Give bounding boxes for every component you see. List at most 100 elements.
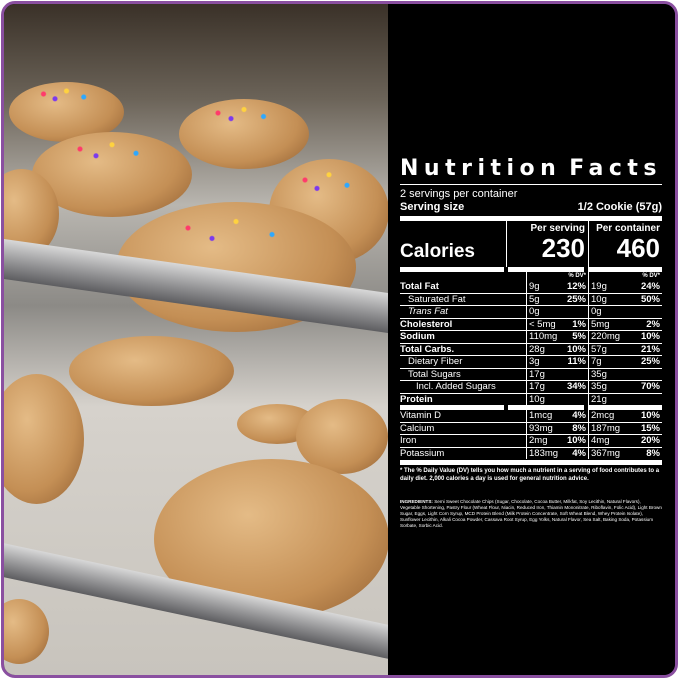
amount: 4mg [591, 435, 610, 446]
dv-footnote: * The % Daily Value (DV) tells you how m… [400, 468, 660, 482]
calories-per-container-value: 460 [616, 233, 660, 263]
dv-header: % DV* [526, 272, 588, 281]
per-serving-cell: 110mg 5% [526, 331, 588, 343]
per-serving-cell: < 5mg 1% [526, 318, 588, 330]
dv: 4% [572, 410, 586, 421]
amount: 28g [529, 343, 545, 355]
amount: 2mcg [591, 410, 615, 421]
nutrient-name: Cholesterol [400, 318, 453, 330]
nutrient-row: Sodium 110mg 5% 220mg 10% [400, 330, 662, 343]
amount: 93mg [529, 422, 553, 434]
per-container-cell: 0g [588, 306, 662, 318]
nutrient-row: Incl. Added Sugars 17g 34% 35g 70% [400, 380, 662, 393]
per-serving-cell: 93mg 8% [526, 422, 588, 434]
ingredients-text: Semi Sweet Chocolate Chips (Sugar, Choco… [400, 499, 662, 528]
cookies-photo [4, 4, 388, 675]
dv: 1% [572, 318, 586, 330]
per-serving-cell: 28g 10% [526, 343, 588, 355]
dv: 34% [566, 381, 586, 392]
nutrient-row: Trans Fat 0g 0g [400, 305, 662, 318]
per-serving-cell: 183mg 4% [526, 447, 588, 459]
calories-per-container: Per container 460 [588, 221, 662, 267]
amount: 17g [529, 381, 545, 392]
dv: 24% [640, 281, 660, 292]
per-serving-header: Per serving [530, 223, 585, 234]
dv: 10% [640, 331, 660, 342]
nutrient-name: Total Carbs. [400, 343, 455, 355]
nutrient-name: Sodium [400, 331, 435, 342]
dv: 25% [566, 293, 586, 305]
dv: 8% [646, 447, 660, 459]
nutrient-name: Total Fat [400, 281, 439, 292]
per-serving-cell: 9g 12% [526, 281, 588, 293]
amount: 2mg [529, 435, 548, 446]
nutrient-name: Potassium [400, 447, 445, 459]
amount: 0g [529, 306, 540, 317]
dv: 5% [572, 331, 586, 342]
nutrient-name: Total Sugars [408, 368, 461, 380]
per-serving-cell: 2mg 10% [526, 435, 588, 447]
amount: 183mg [529, 447, 559, 459]
per-serving-cell: 17g [526, 368, 588, 380]
per-container-cell: 2mcg 10% [588, 410, 662, 422]
per-container-cell: 21g [588, 393, 662, 405]
per-container-cell: 57g 21% [588, 343, 662, 355]
amount: 367mg [591, 447, 621, 459]
per-container-cell: 35g [588, 368, 662, 380]
calories-row: Calories Per serving 230 Per container 4… [400, 221, 662, 267]
per-container-header: Per container [596, 223, 660, 234]
dv: 25% [640, 356, 660, 367]
amount: 5mg [591, 318, 610, 330]
nutrient-name: Saturated Fat [408, 293, 466, 305]
dv-header: % DV* [588, 272, 662, 281]
amount: 9g [529, 281, 540, 292]
per-serving-cell: 10g [526, 393, 588, 405]
nutrient-name: Trans Fat [408, 306, 448, 317]
per-serving-cell: 3g 11% [526, 356, 588, 368]
per-serving-cell: 0g [526, 306, 588, 318]
amount: 10g [529, 393, 545, 405]
nutrition-facts-label: Nutrition Facts 2 servings per container… [400, 156, 662, 483]
per-serving-cell: 17g 34% [526, 381, 588, 393]
per-container-cell: 220mg 10% [588, 331, 662, 343]
amount: 35g [591, 381, 607, 392]
per-container-cell: 187mg 15% [588, 422, 662, 434]
amount: 57g [591, 343, 607, 355]
amount: 1mcg [529, 410, 553, 421]
calories-label: Calories [400, 241, 475, 262]
servings-per-container: 2 servings per container [400, 188, 518, 200]
per-serving-cell: 5g 25% [526, 293, 588, 305]
nutrient-row: Iron 2mg 10% 4mg 20% [400, 434, 662, 447]
amount: < 5mg [529, 318, 556, 330]
amount: 0g [591, 306, 602, 317]
amount: 3g [529, 356, 540, 367]
nutrient-row: Cholesterol < 5mg 1% 5mg 2% [400, 317, 662, 330]
per-container-cell: 5mg 2% [588, 318, 662, 330]
nutrient-row: Dietary Fiber 3g 11% 7g 25% [400, 355, 662, 368]
amount: 220mg [591, 331, 621, 342]
nutrient-name: Protein [400, 393, 433, 405]
label-title: Nutrition Facts [400, 156, 662, 182]
calories-per-serving-value: 230 [541, 233, 585, 263]
amount: 10g [591, 293, 607, 305]
serving-size-value: 1/2 Cookie (57g) [577, 201, 662, 213]
nutrient-row: Saturated Fat 5g 25% 10g 50% [400, 292, 662, 305]
dv: 15% [640, 422, 660, 434]
dv: 4% [572, 447, 586, 459]
nutrient-row: Vitamin D 1mcg 4% 2mcg 10% [400, 410, 662, 422]
amount: 17g [529, 368, 545, 380]
calories-per-serving: Per serving 230 [506, 221, 588, 267]
amount: 21g [591, 393, 607, 405]
amount: 110mg [529, 331, 558, 342]
per-serving-cell: 1mcg 4% [526, 410, 588, 422]
nutrient-name: Iron [400, 435, 417, 446]
dv: 12% [566, 281, 586, 292]
amount: 19g [591, 281, 607, 292]
serving-size-label: Serving size [400, 201, 465, 213]
dv: 10% [640, 410, 660, 421]
dv: 10% [566, 343, 586, 355]
per-container-cell: 35g 70% [588, 381, 662, 393]
dv: 21% [640, 343, 660, 355]
amount: 5g [529, 293, 540, 305]
per-container-cell: 4mg 20% [588, 435, 662, 447]
